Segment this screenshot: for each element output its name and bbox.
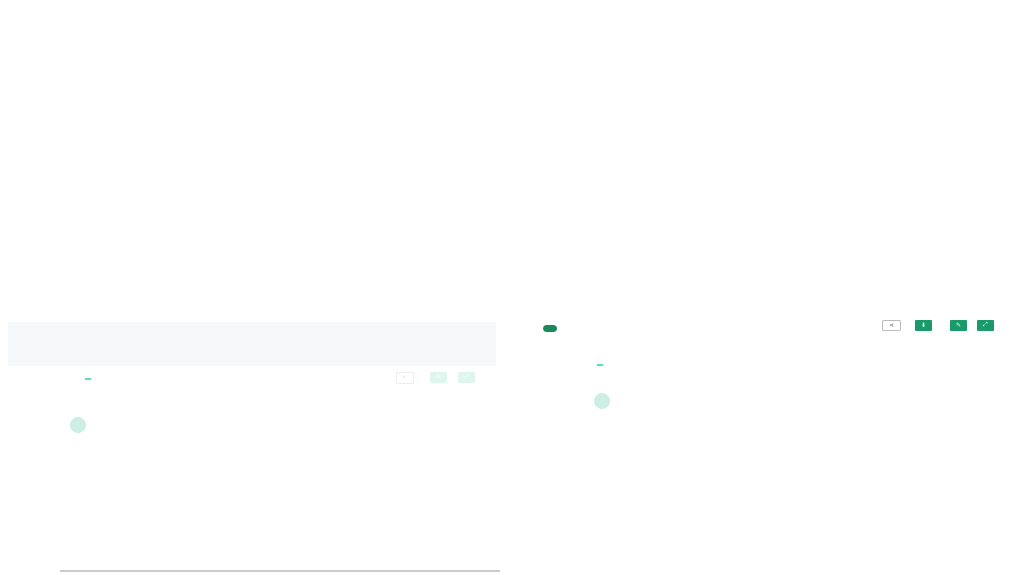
putcall-chart-panel: ⋖ ⬇ ✎ ⤢ [510, 318, 1024, 575]
skew-zoom-bar [38, 376, 118, 382]
skew-chart-panel: < ✎ ⤢ [0, 320, 510, 575]
toggle-switch[interactable] [543, 325, 557, 333]
share-icon: ⋖ [889, 323, 895, 329]
share-button[interactable]: ⋖ [882, 320, 902, 331]
diy-button[interactable]: ✎ [430, 372, 448, 383]
enlarge-icon: ⤢ [464, 374, 469, 380]
download-icon: ⬇ [921, 323, 927, 329]
enlarge-button[interactable]: ⤢ [458, 372, 475, 383]
enlarge-button[interactable]: ⤢ [977, 320, 994, 331]
share-button[interactable]: < [396, 372, 414, 384]
vix-plot[interactable] [0, 0, 1024, 320]
zoom-3y[interactable] [84, 378, 91, 380]
pencil-icon: ✎ [956, 323, 962, 329]
vix-chart-panel [0, 0, 1024, 320]
export-button[interactable]: ⬇ [915, 320, 933, 331]
share-icon: < [403, 375, 407, 381]
enlarge-icon: ⤢ [983, 322, 988, 328]
putcall-zoom-bar [574, 362, 677, 368]
shaded-area-toggle[interactable] [543, 320, 557, 338]
putcall-watermark [594, 392, 613, 410]
zoom-6m[interactable] [597, 364, 604, 366]
skew-plot[interactable] [0, 320, 510, 575]
putcall-plot[interactable] [510, 318, 1024, 575]
pencil-icon: ✎ [436, 375, 442, 381]
macromicro-logo-icon [594, 392, 610, 409]
diy-button[interactable]: ✎ [950, 320, 968, 331]
macromicro-logo-icon [70, 416, 86, 433]
skew-header [8, 322, 496, 366]
skew-watermark [70, 416, 89, 434]
